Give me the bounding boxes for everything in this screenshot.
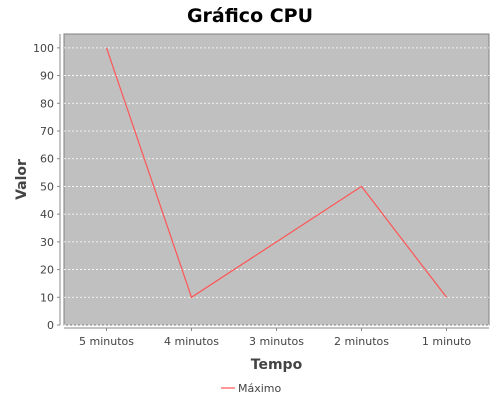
x-tick-label: 3 minutos	[249, 335, 304, 348]
x-axis: 5 minutos 4 minutos 3 minutos 2 minutos 1 mi…	[64, 327, 489, 348]
y-tick-label: 30	[40, 236, 54, 249]
x-tick-label: 4 minutos	[164, 335, 219, 348]
y-tick-label: 10	[40, 291, 54, 304]
y-tick-label: 100	[33, 42, 54, 55]
x-tick-label: 1 minuto	[422, 335, 472, 348]
y-tick-label: 0	[47, 319, 54, 332]
plot-area	[63, 33, 490, 326]
y-tick-label: 70	[40, 125, 54, 138]
y-axis: 0 10 20 30 40 50 60 70 80 90 100	[33, 34, 61, 332]
y-tick-label: 60	[40, 153, 54, 166]
y-tick-label: 20	[40, 264, 54, 277]
x-axis-label: Tempo	[251, 357, 303, 373]
y-tick-label: 80	[40, 97, 54, 110]
chart-title: Gráfico CPU	[187, 5, 313, 27]
series-layer	[105, 47, 447, 299]
y-tick-label: 90	[40, 70, 54, 83]
y-axis-label: Valor	[14, 159, 30, 200]
y-tick-label: 50	[40, 180, 54, 193]
legend-label-maximo: Máximo	[238, 382, 282, 395]
x-tick-label: 5 minutos	[79, 335, 134, 348]
x-tick-label: 2 minutos	[334, 335, 389, 348]
legend: Máximo	[221, 382, 282, 395]
y-tick-label: 40	[40, 208, 54, 221]
